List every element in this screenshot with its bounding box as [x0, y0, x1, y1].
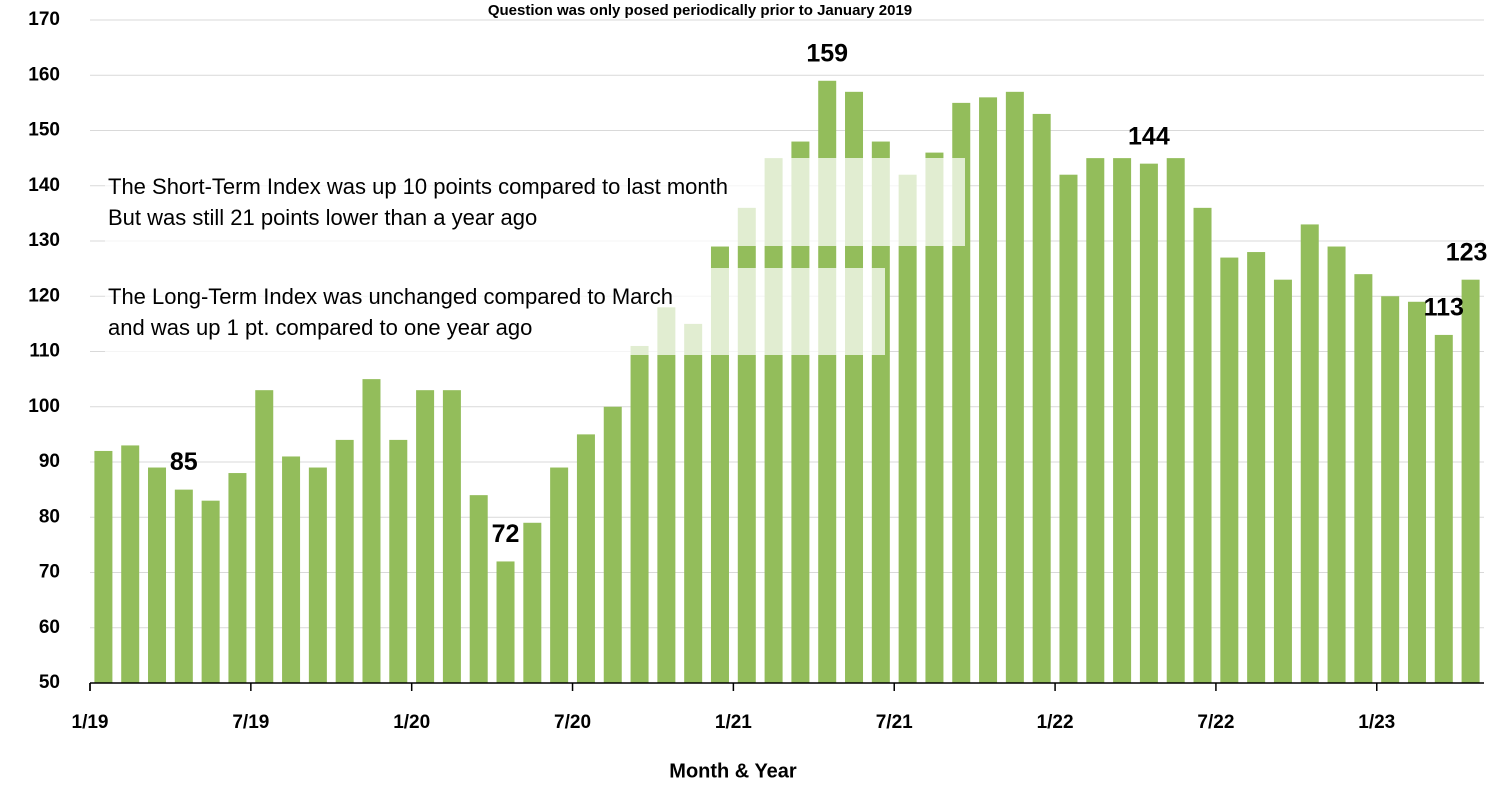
bar [148, 467, 167, 683]
bar [1113, 158, 1132, 683]
bar [710, 246, 729, 683]
x-tick-label: 7/19 [232, 712, 269, 733]
bar [657, 307, 676, 683]
bar [523, 522, 542, 683]
annotation: and was up 1 pt. compared to one year ag… [108, 315, 532, 340]
annotation: The Long-Term Index was unchanged compar… [108, 284, 673, 309]
bar [979, 97, 998, 684]
bar [1327, 246, 1346, 683]
x-tick-label: 1/23 [1358, 712, 1395, 733]
y-tick-label: 150 [28, 120, 60, 141]
data-label: 144 [1128, 122, 1170, 150]
data-label: 159 [806, 39, 848, 67]
data-label: 123 [1446, 238, 1488, 266]
y-tick-label: 120 [28, 285, 60, 306]
x-tick-label: 1/21 [715, 712, 752, 733]
bar [550, 467, 569, 683]
bar [1166, 158, 1185, 683]
bar [121, 445, 140, 683]
bar [1193, 207, 1212, 683]
bar [1273, 279, 1292, 683]
y-tick-label: 80 [39, 506, 60, 527]
y-tick-label: 60 [39, 617, 60, 638]
y-tick-label: 130 [28, 230, 60, 251]
bar [630, 345, 649, 683]
bar [898, 174, 917, 683]
x-tick-label: 7/20 [554, 712, 591, 733]
bar [1434, 334, 1453, 683]
bar [603, 406, 622, 683]
bar [684, 323, 703, 683]
y-tick-label: 90 [39, 451, 60, 472]
bar [94, 450, 113, 683]
bar [416, 390, 435, 683]
bar [282, 456, 301, 683]
bar [1220, 257, 1239, 683]
bar [1461, 279, 1480, 683]
bar [1247, 252, 1266, 684]
y-tick-label: 50 [39, 672, 60, 693]
y-tick-label: 110 [29, 341, 60, 362]
bar [308, 467, 327, 683]
annotation-box [105, 158, 965, 246]
bar [228, 473, 247, 683]
bar [952, 102, 971, 683]
data-label: 113 [1424, 294, 1464, 322]
bar [389, 439, 408, 683]
bar [174, 489, 193, 683]
bar [1032, 113, 1051, 684]
bar [576, 434, 595, 683]
bar [335, 439, 354, 683]
x-tick-label: 1/19 [72, 712, 109, 733]
annotation: But was still 21 points lower than a yea… [108, 205, 537, 230]
annotation: The Short-Term Index was up 10 points co… [108, 174, 728, 199]
bar [362, 379, 381, 683]
y-tick-label: 70 [39, 562, 60, 583]
bar [1005, 91, 1024, 683]
x-tick-label: 7/22 [1197, 712, 1234, 733]
x-tick-label: 1/20 [393, 712, 430, 733]
y-tick-label: 140 [28, 175, 60, 196]
bar [1381, 296, 1400, 683]
x-tick-label: 1/22 [1037, 712, 1074, 733]
data-label: 72 [492, 520, 520, 548]
bar [496, 561, 515, 683]
x-axis-label: Month & Year [669, 760, 797, 782]
bar [1086, 158, 1105, 683]
y-tick-label: 170 [28, 9, 60, 30]
bar [201, 500, 220, 683]
y-tick-label: 100 [28, 396, 60, 417]
bar [1300, 224, 1319, 684]
bar [255, 390, 274, 683]
bar [442, 390, 461, 683]
y-tick-label: 160 [28, 64, 60, 85]
bar [1059, 174, 1078, 683]
x-tick-label: 7/21 [876, 712, 913, 733]
annotation-box [105, 268, 885, 355]
bar [1407, 301, 1426, 683]
bar [469, 495, 488, 683]
data-label: 85 [170, 448, 198, 476]
bar [925, 152, 944, 684]
bar [1354, 274, 1373, 683]
chart-title: Question was only posed periodically pri… [488, 2, 912, 19]
bar [1139, 163, 1158, 683]
